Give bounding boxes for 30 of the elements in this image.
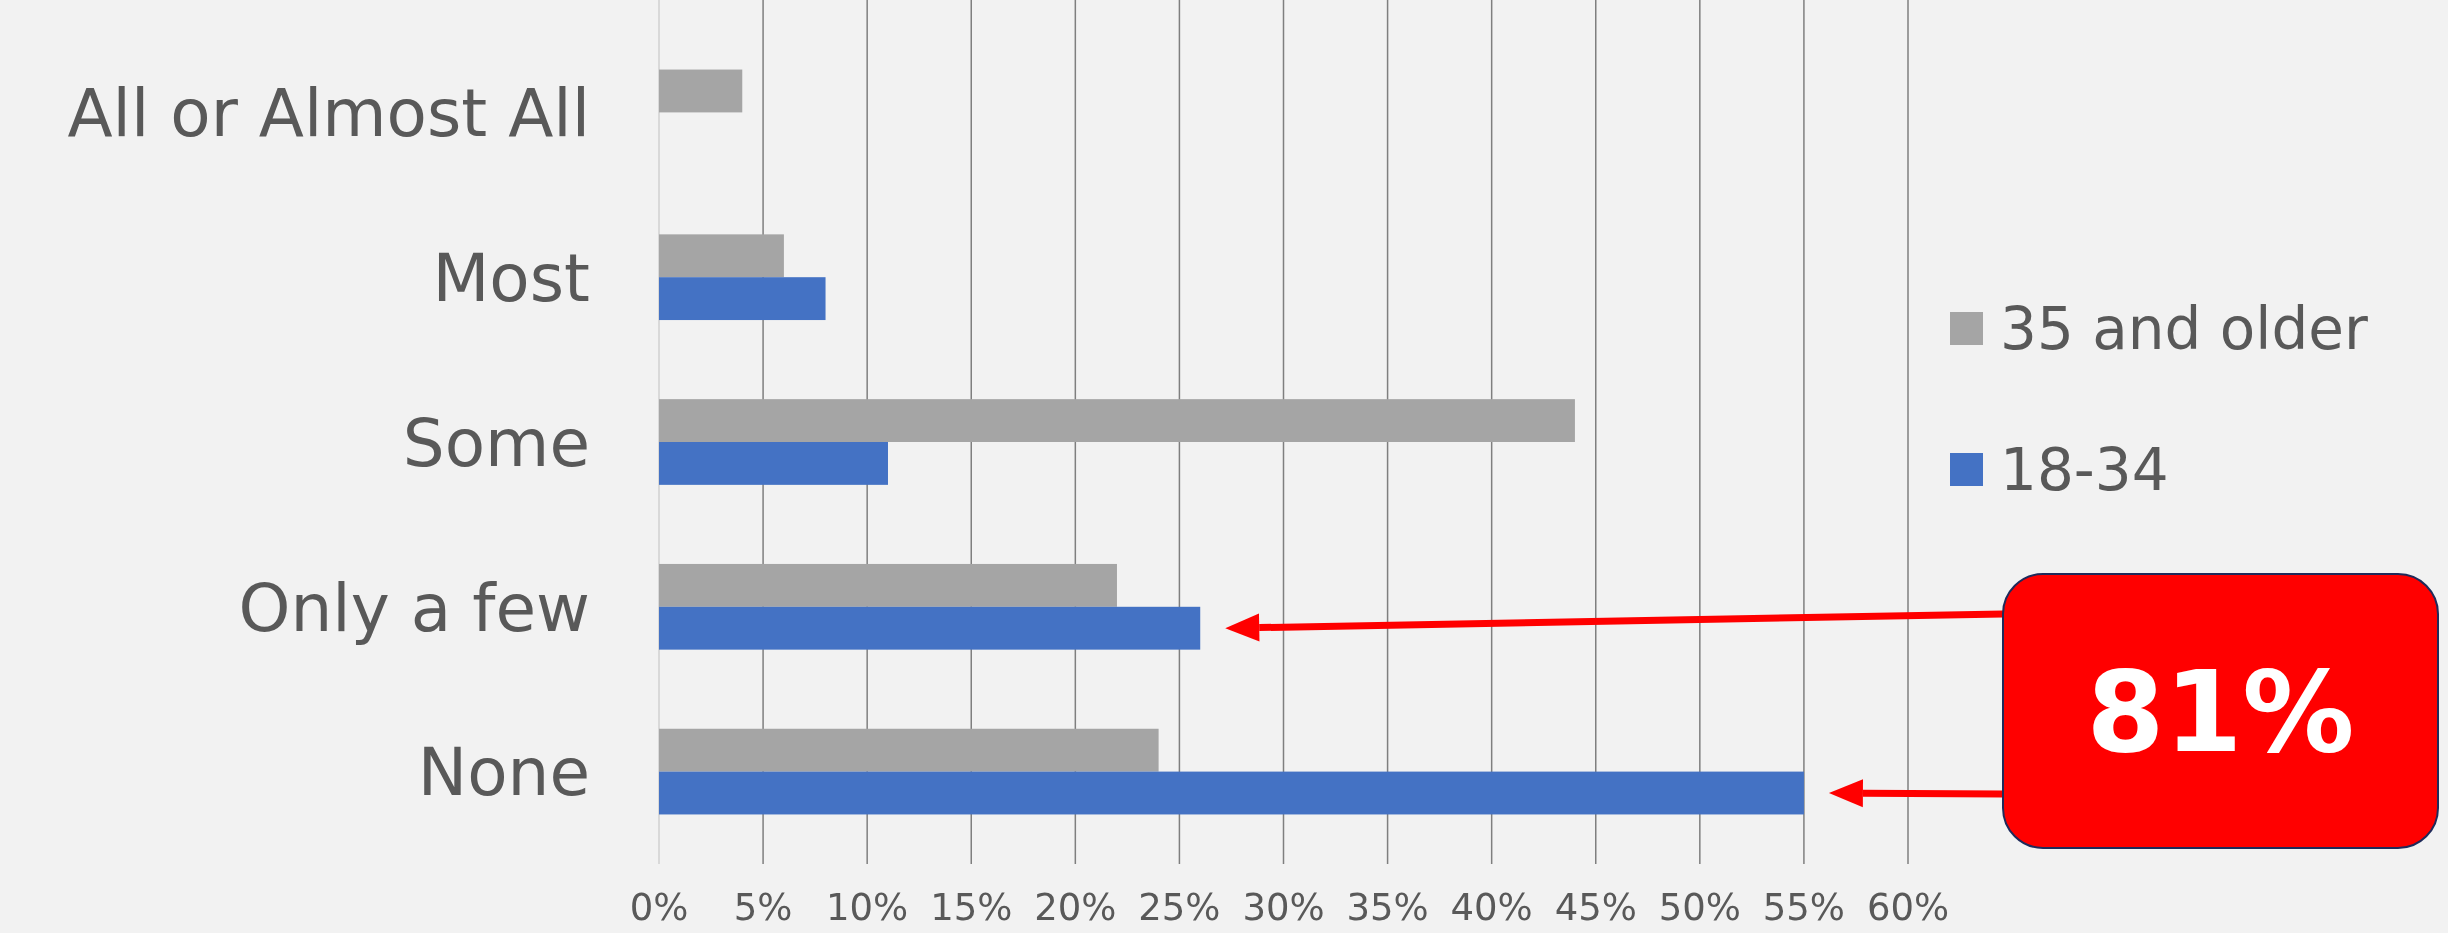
- legend-label: 18-34: [2000, 435, 2169, 504]
- bar: [659, 606, 1201, 650]
- x-tick-label: 40%: [1450, 886, 1533, 929]
- x-tick-label: 20%: [1034, 886, 1117, 929]
- bar: [659, 771, 1804, 815]
- x-tick-label: 0%: [629, 886, 689, 929]
- x-tick-label: 30%: [1242, 886, 1325, 929]
- y-tick-label: Most: [432, 239, 590, 317]
- y-tick-label: Some: [402, 404, 590, 482]
- text: 81%: [2086, 647, 2355, 778]
- x-tick-label: 35%: [1346, 886, 1429, 929]
- x-tick-label: 45%: [1554, 886, 1637, 929]
- y-tick-label: All or Almost All: [67, 75, 590, 153]
- bar: [659, 277, 826, 321]
- x-tick-label: 5%: [733, 886, 793, 929]
- bar: [659, 234, 784, 278]
- y-tick-label: Only a few: [238, 569, 590, 647]
- y-tick-label: None: [417, 734, 590, 812]
- x-tick-label: 15%: [930, 886, 1013, 929]
- bar: [659, 399, 1575, 442]
- x-tick-label: 10%: [826, 886, 909, 929]
- bar: [659, 442, 888, 485]
- bar: [659, 728, 1159, 772]
- legend-label: 35 and older: [2000, 294, 2368, 363]
- x-tick-label: 25%: [1138, 886, 1221, 929]
- x-tick-label: 50%: [1658, 886, 1741, 929]
- bar: [659, 69, 743, 113]
- x-tick-label: 60%: [1866, 886, 1950, 929]
- x-tick-label: 55%: [1762, 886, 1846, 929]
- bar: [659, 563, 1117, 607]
